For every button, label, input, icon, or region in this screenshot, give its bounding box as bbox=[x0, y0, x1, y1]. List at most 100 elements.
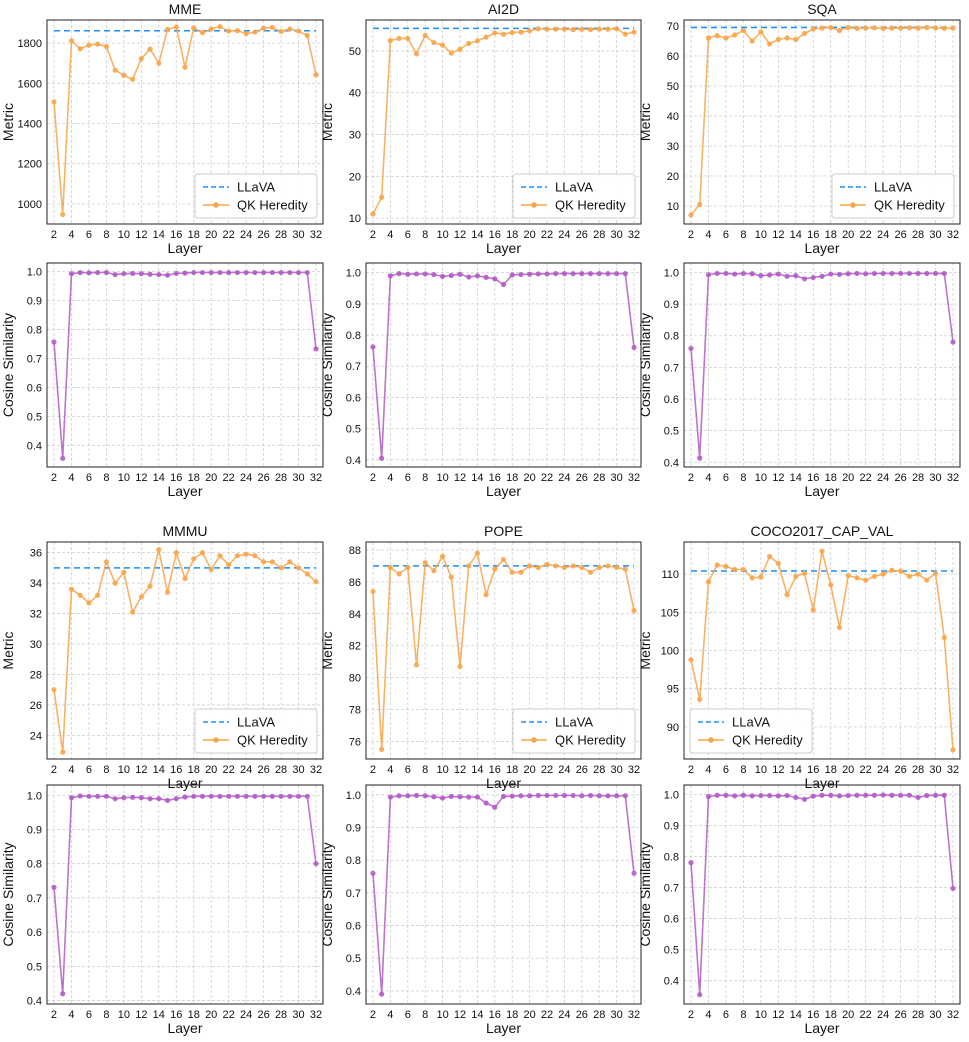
data-point bbox=[697, 455, 703, 461]
data-point bbox=[810, 607, 816, 613]
data-point bbox=[182, 794, 188, 800]
data-point bbox=[561, 271, 568, 277]
data-point bbox=[579, 271, 585, 277]
x-tick-label: 24 bbox=[240, 764, 252, 776]
x-tick-label: 30 bbox=[292, 764, 304, 776]
y-tick-label: 0.5 bbox=[664, 945, 679, 957]
data-point bbox=[431, 271, 437, 278]
x-tick-label: 26 bbox=[576, 229, 588, 241]
data-point bbox=[448, 574, 454, 580]
data-point bbox=[129, 794, 136, 800]
legend-label-qk-heredity: QK Heredity bbox=[874, 198, 945, 213]
y-tick-label: 40 bbox=[349, 88, 361, 100]
data-point bbox=[793, 273, 799, 279]
x-tick-label: 14 bbox=[790, 229, 802, 241]
data-point bbox=[688, 345, 694, 351]
data-point bbox=[924, 577, 930, 583]
x-tick-label: 8 bbox=[103, 764, 109, 776]
x-tick-label: 8 bbox=[103, 1009, 109, 1021]
legend-box bbox=[512, 708, 636, 754]
x-tick-label: 20 bbox=[842, 764, 854, 776]
data-point bbox=[793, 794, 799, 801]
data-point bbox=[705, 35, 712, 41]
data-point bbox=[261, 559, 267, 565]
data-point bbox=[295, 28, 302, 34]
data-point bbox=[898, 568, 904, 574]
x-axis-label: Layer bbox=[167, 483, 202, 499]
x-tick-label: 30 bbox=[611, 1009, 623, 1021]
x-tick-label: 4 bbox=[705, 1009, 711, 1021]
y-tick-label: 0.5 bbox=[27, 411, 42, 423]
y-tick-label: 10 bbox=[349, 213, 361, 225]
x-tick-label: 20 bbox=[842, 229, 854, 241]
data-point bbox=[561, 564, 568, 571]
data-point bbox=[614, 26, 620, 32]
data-point bbox=[243, 793, 249, 799]
data-point bbox=[705, 579, 712, 585]
chart-title: AI2D bbox=[488, 1, 519, 17]
data-point bbox=[561, 792, 568, 799]
y-tick-label: 0.9 bbox=[664, 820, 679, 832]
y-axis-label: Cosine Similarity bbox=[0, 313, 16, 417]
chart-panel-3: 2 4 6 8 10 12 14 16 18 20 22 24 26 28 30 32102030405060… bbox=[637, 1, 961, 256]
legend-label-qk-heredity: QK Heredity bbox=[732, 733, 803, 748]
data-point bbox=[801, 30, 808, 37]
data-point bbox=[749, 271, 755, 277]
y-tick-label: 20 bbox=[667, 171, 679, 183]
data-point bbox=[95, 269, 101, 276]
data-point bbox=[191, 25, 197, 31]
y-axis-label: Cosine Similarity bbox=[319, 842, 335, 946]
data-point bbox=[784, 592, 790, 598]
data-point bbox=[269, 24, 275, 31]
chart-title: MMMU bbox=[162, 523, 207, 539]
x-tick-label: 6 bbox=[723, 1009, 729, 1021]
y-tick-label: 0.4 bbox=[27, 996, 42, 1008]
chart-panel-2: 2 4 6 8 10 12 14 16 18 20 22 24 26 28 30 321020304050La… bbox=[319, 1, 642, 256]
data-point bbox=[287, 559, 293, 565]
x-tick-label: 24 bbox=[240, 1009, 252, 1021]
data-point bbox=[413, 271, 420, 277]
y-tick-label: 60 bbox=[667, 51, 679, 63]
data-point bbox=[793, 573, 799, 579]
data-point bbox=[51, 687, 57, 693]
x-tick-label: 24 bbox=[558, 229, 570, 241]
x-tick-label: 28 bbox=[593, 1009, 605, 1021]
x-tick-label: 14 bbox=[471, 764, 483, 776]
data-point bbox=[906, 25, 912, 31]
data-point bbox=[86, 793, 92, 799]
y-tick-label: 0.4 bbox=[27, 440, 42, 452]
data-point bbox=[474, 38, 480, 44]
x-axis-label: Layer bbox=[167, 1020, 202, 1036]
data-point bbox=[579, 26, 585, 32]
x-tick-label: 14 bbox=[153, 472, 165, 484]
data-point bbox=[749, 793, 755, 799]
data-point bbox=[483, 34, 489, 40]
data-point bbox=[880, 270, 886, 277]
x-tick-label: 4 bbox=[705, 229, 711, 241]
data-point bbox=[622, 271, 628, 277]
data-point bbox=[605, 563, 611, 569]
data-point bbox=[457, 46, 463, 52]
data-point bbox=[243, 30, 249, 37]
data-point bbox=[121, 271, 127, 277]
data-point bbox=[492, 276, 498, 282]
y-tick-label: 82 bbox=[349, 641, 361, 653]
x-tick-label: 8 bbox=[103, 229, 109, 241]
data-point bbox=[86, 42, 92, 48]
data-point bbox=[103, 559, 109, 565]
y-axis-label: Metric bbox=[0, 631, 16, 669]
x-axis-label: Layer bbox=[167, 240, 202, 256]
x-tick-label: 26 bbox=[894, 764, 906, 776]
data-point bbox=[439, 553, 446, 559]
data-point bbox=[544, 271, 550, 277]
data-point bbox=[164, 272, 171, 278]
x-tick-label: 16 bbox=[170, 1009, 182, 1021]
x-tick-label: 28 bbox=[593, 472, 605, 484]
data-point bbox=[723, 792, 729, 798]
x-tick-label: 12 bbox=[772, 229, 784, 241]
data-point bbox=[121, 72, 127, 78]
data-point bbox=[95, 41, 101, 47]
data-point bbox=[697, 696, 703, 703]
x-axis-label: Layer bbox=[486, 1020, 521, 1036]
legend: LLaVA QK Heredity bbox=[512, 173, 636, 219]
